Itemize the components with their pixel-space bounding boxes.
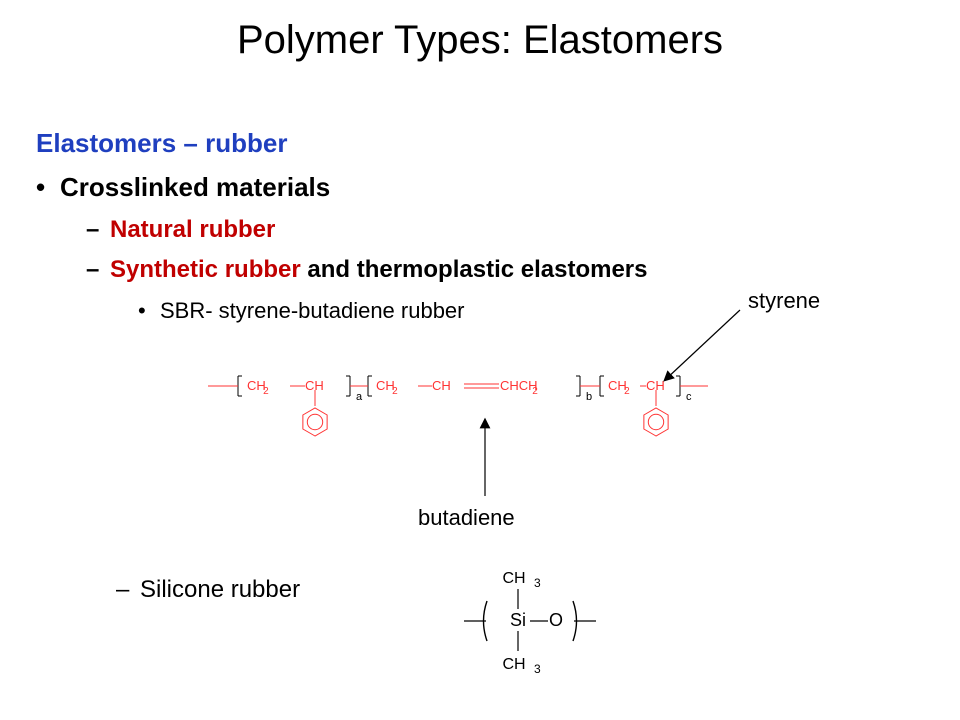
bullet-synthetic: Synthetic rubber and thermoplastic elast… [110,256,647,285]
svg-text:a: a [356,391,363,403]
svg-text:CH: CH [432,378,451,393]
svg-text:c: c [686,391,692,403]
svg-text:2: 2 [532,386,538,397]
slide: Polymer Types: Elastomers Elastomers – r… [0,0,960,720]
bullet-crosslinked: Crosslinked materials [60,172,330,203]
bullet-silicone: Silicone rubber [140,576,300,605]
svg-text:O: O [549,610,563,630]
svg-text:Si: Si [510,610,526,630]
bullet-synthetic-red: Synthetic rubber [110,256,301,283]
svg-text:3: 3 [534,662,541,676]
svg-text:2: 2 [624,386,630,397]
slide-title: Polymer Types: Elastomers [0,18,960,63]
silicone-svg: Si O CH 3 CH 3 [440,556,620,686]
sbr-structure-diagram: CH2CHaCH2CHCHCH2bCH2CHc [200,366,710,491]
svg-text:b: b [586,391,592,403]
svg-text:3: 3 [534,576,541,590]
bullet-synthetic-rest: and thermoplastic elastomers [301,256,648,283]
silicone-structure-diagram: Si O CH 3 CH 3 [440,556,620,691]
subheading: Elastomers – rubber [36,128,287,159]
bullet-natural: Natural rubber [110,216,275,245]
svg-text:CH: CH [502,570,525,587]
svg-text:2: 2 [392,386,398,397]
butadiene-label: butadiene [418,505,515,531]
svg-text:CH: CH [646,378,665,393]
svg-text:CH: CH [502,656,525,673]
styrene-label: styrene [748,288,820,314]
svg-text:CH: CH [305,378,324,393]
subheading-text: Elastomers – rubber [36,128,287,158]
bullet-sbr: SBR- styrene-butadiene rubber [160,298,465,324]
svg-text:2: 2 [263,386,269,397]
sbr-svg: CH2CHaCH2CHCHCH2bCH2CHc [200,366,710,486]
bullet-natural-text: Natural rubber [110,216,275,243]
